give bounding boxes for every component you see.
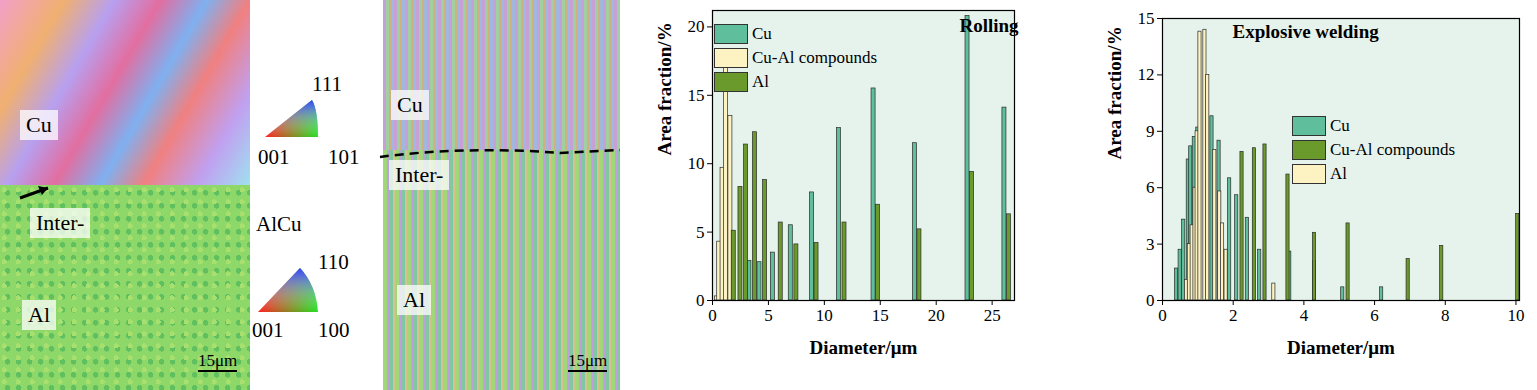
svg-text:2: 2 <box>1229 306 1238 325</box>
svg-text:5: 5 <box>696 223 705 242</box>
svg-text:10: 10 <box>1507 306 1524 325</box>
svg-text:0: 0 <box>1146 291 1155 310</box>
svg-text:20: 20 <box>688 17 705 36</box>
svg-text:25: 25 <box>984 306 1001 325</box>
svg-text:4: 4 <box>1300 306 1309 325</box>
svg-text:Area fraction/%: Area fraction/% <box>1104 26 1125 159</box>
html-text:110: 110 <box>318 250 349 274</box>
html-text:111: 111 <box>312 72 342 96</box>
svg-text:0: 0 <box>708 306 717 325</box>
html-text:100: 100 <box>318 318 350 342</box>
svg-text:0: 0 <box>696 291 705 310</box>
svg-text:15: 15 <box>1138 9 1155 28</box>
svg-text:9: 9 <box>1146 122 1155 141</box>
svg-text:Diameter/μm: Diameter/μm <box>810 337 918 358</box>
html-text:001: 001 <box>252 318 284 342</box>
svg-text:6: 6 <box>1370 306 1379 325</box>
svg-text:3: 3 <box>1146 235 1155 254</box>
html-text:Cu: Cu <box>1330 116 1350 135</box>
svg-text:Rolling: Rolling <box>960 15 1020 36</box>
svg-text:5: 5 <box>764 306 773 325</box>
svg-text:8: 8 <box>1441 306 1450 325</box>
html-text:Al: Al <box>28 302 50 327</box>
svg-text:15: 15 <box>872 306 889 325</box>
svg-text:10: 10 <box>688 154 705 173</box>
html-text:15μm: 15μm <box>198 351 238 370</box>
html-text:Al: Al <box>752 72 769 91</box>
html-text:Cu: Cu <box>26 112 52 137</box>
html-text:AlCu: AlCu <box>256 212 302 236</box>
html-text:Al: Al <box>1330 164 1347 183</box>
html-text:Cu: Cu <box>397 92 423 117</box>
svg-text:12: 12 <box>1138 65 1155 84</box>
svg-text:Area fraction/%: Area fraction/% <box>654 22 675 155</box>
svg-text:10: 10 <box>816 306 833 325</box>
svg-text:Explosive welding: Explosive welding <box>1233 21 1380 42</box>
html-text:Inter-: Inter- <box>36 210 85 235</box>
svg-text:20: 20 <box>928 306 945 325</box>
html-text:001: 001 <box>258 145 290 169</box>
html-text:15μm: 15μm <box>568 351 608 370</box>
svg-text:15: 15 <box>688 86 705 105</box>
html-text:Al: Al <box>403 287 425 312</box>
svg-text:Diameter/μm: Diameter/μm <box>1287 337 1395 358</box>
html-text:Cu-Al compounds: Cu-Al compounds <box>1330 140 1456 159</box>
svg-text:0: 0 <box>1158 306 1167 325</box>
html-text:Inter-: Inter- <box>395 162 444 187</box>
svg-text:6: 6 <box>1146 178 1155 197</box>
html-text:Cu: Cu <box>752 24 772 43</box>
html-text:101: 101 <box>328 145 360 169</box>
html-text:Cu-Al compounds: Cu-Al compounds <box>752 48 878 67</box>
